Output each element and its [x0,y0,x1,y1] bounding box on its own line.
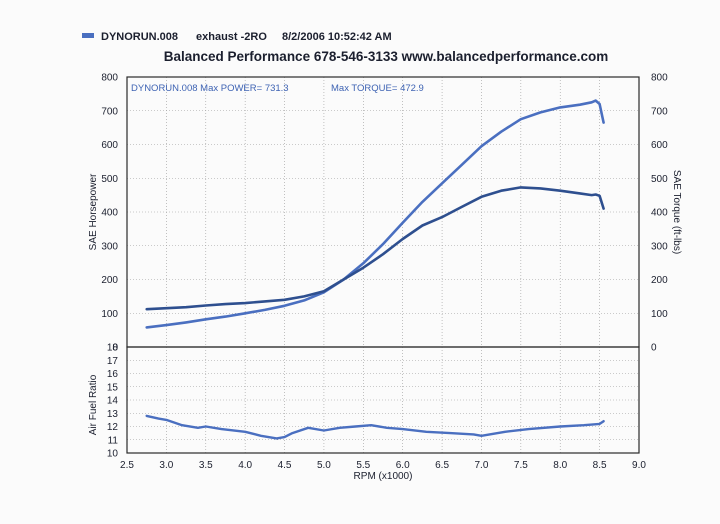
y-axis-label-horsepower: SAE Horsepower [88,173,99,250]
y-tick-label: 100 [101,309,118,320]
power-torque-panel: 800 700 600 500 400 300 200 100 0 800 700 600 500 40… [88,73,682,354]
x-tick-label: 9.0 [632,460,646,471]
legend-run-desc: exhaust -2RO [196,31,267,43]
y-tick-label: 500 [101,174,118,185]
y2-tick-label: 700 [651,106,668,117]
y-tick-label: 200 [101,275,118,286]
legend-run-name: DYNORUN.008 [101,31,178,43]
x-tick-label: 5.0 [317,460,331,471]
y2-tick-label: 300 [651,241,668,252]
y-axis-ticks-afr: 18 17 16 15 14 13 12 11 10 [107,343,119,460]
y-axis-label-afr: Air Fuel Ratio [88,374,99,435]
torque-line [145,186,605,311]
x-tick-label: 3.5 [199,460,213,471]
y-tick-label: 600 [101,140,118,151]
x-tick-label: 8.5 [593,460,607,471]
afr-tick-label: 12 [107,422,119,433]
y-axis-ticks-torque: 800 700 600 500 400 300 200 100 0 [651,73,668,354]
y-tick-label: 0 [112,343,118,354]
afr-tick-label: 10 [107,449,119,460]
x-tick-label: 8.0 [553,460,567,471]
annotation-max-torque: Max TORQUE= 472.9 [331,83,424,94]
annotation-max-power: DYNORUN.008 Max POWER= 731.3 [131,83,289,94]
y2-tick-label: 100 [651,309,668,320]
bottom-plot-frame [126,346,640,454]
y-tick-label: 300 [101,241,118,252]
legend-swatch [82,33,94,38]
air-fuel-ratio-line [145,414,605,440]
y-axis-ticks-horsepower: 800 700 600 500 400 300 200 100 0 [101,73,118,354]
x-tick-label: 7.5 [514,460,528,471]
afr-tick-label: 13 [107,409,119,420]
y2-tick-label: 0 [651,343,657,354]
x-tick-label: 6.5 [435,460,449,471]
x-tick-label: 2.5 [120,460,134,471]
y-tick-label: 400 [101,208,118,219]
x-tick-label: 4.0 [238,460,252,471]
legend-run-date: 8/2/2006 10:52:42 AM [282,31,392,43]
afr-tick-label: 11 [108,435,119,446]
x-tick-label: 3.0 [159,460,173,471]
y-tick-label: 700 [101,106,118,117]
air-fuel-panel: 18 17 16 15 14 13 12 11 10 Air Fuel Ratio [88,343,640,460]
bottom-series [145,414,605,440]
y2-tick-label: 500 [651,174,668,185]
afr-tick-label: 18 [107,343,119,354]
x-axis-label: RPM (x1000) [354,471,413,482]
y2-tick-label: 400 [651,208,668,219]
y2-tick-label: 600 [651,140,668,151]
afr-tick-label: 17 [107,356,119,367]
x-tick-label: 4.5 [278,460,292,471]
x-tick-label: 7.0 [475,460,489,471]
y-tick-label: 800 [101,73,118,84]
horsepower-line [145,99,605,329]
y2-tick-label: 200 [651,275,668,286]
chart-title: Balanced Performance 678-546-3133 www.ba… [164,49,608,64]
afr-tick-label: 16 [107,369,119,380]
y2-tick-label: 800 [651,73,668,84]
afr-tick-label: 15 [107,382,119,393]
y-axis-label-torque: SAE Torque (ft-lbs) [671,170,682,254]
afr-tick-label: 14 [107,396,119,407]
bottom-grid [126,346,640,454]
x-tick-label: 5.5 [356,460,370,471]
top-series [145,99,605,329]
x-tick-label: 6.0 [396,460,410,471]
x-axis-ticks: 2.5 3.0 3.5 4.0 4.5 5.0 5.5 6.0 6.5 7.0 7.5 8.0 8.5 9… [120,460,646,471]
